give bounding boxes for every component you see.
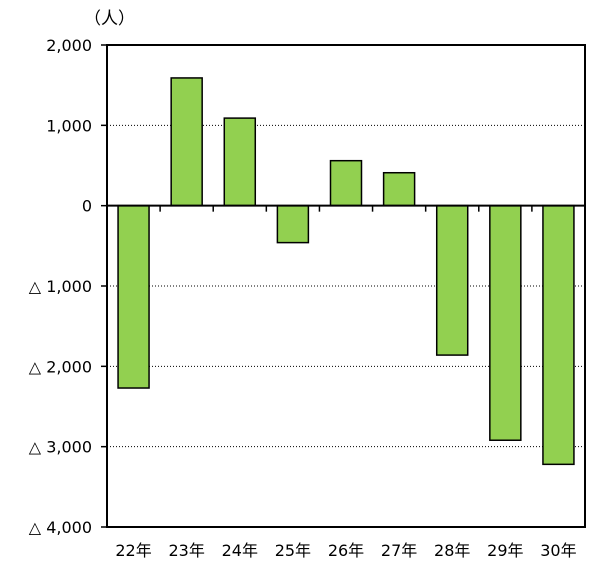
- bar-23年: [170, 77, 203, 207]
- bar-29年: [489, 204, 522, 441]
- y-axis-unit-label: （人）: [84, 9, 135, 29]
- x-tick-label: 24年: [222, 541, 258, 560]
- bar-27年: [382, 171, 416, 207]
- x-tick-label: 25年: [275, 541, 311, 560]
- bar-25年: [276, 204, 310, 244]
- x-tick-label: 28年: [434, 541, 470, 560]
- bar-26年: [329, 159, 363, 207]
- y-tick-label: 1,000: [46, 116, 92, 135]
- x-axis-ticks: 22年 23年 24年 25年 26年 27年 28年 29年 30年: [115, 205, 577, 560]
- y-tick-label: △ 1,000: [29, 277, 92, 296]
- x-tick-label: 26年: [328, 541, 364, 560]
- bars: [117, 77, 575, 466]
- bar-28年: [435, 204, 469, 356]
- y-tick-label: △ 4,000: [29, 518, 92, 537]
- y-tick-label: △ 2,000: [29, 357, 92, 376]
- x-tick-label: 22年: [115, 541, 151, 560]
- y-tick-label: 0: [82, 197, 92, 216]
- x-tick-label: 29年: [487, 541, 523, 560]
- bar-30年: [542, 204, 575, 466]
- bar-24年: [223, 117, 257, 207]
- x-tick-label: 23年: [168, 541, 204, 560]
- y-tick-label: 2,000: [46, 36, 92, 55]
- x-tick-label: 27年: [381, 541, 417, 560]
- y-tick-label: △ 3,000: [29, 438, 92, 457]
- x-tick-label: 30年: [540, 541, 576, 560]
- y-axis-ticks: 2,000 1,000 0 △ 1,000 △ 2,000 △ 3,000 △ 4,000: [29, 36, 107, 537]
- bar-22年: [117, 204, 150, 389]
